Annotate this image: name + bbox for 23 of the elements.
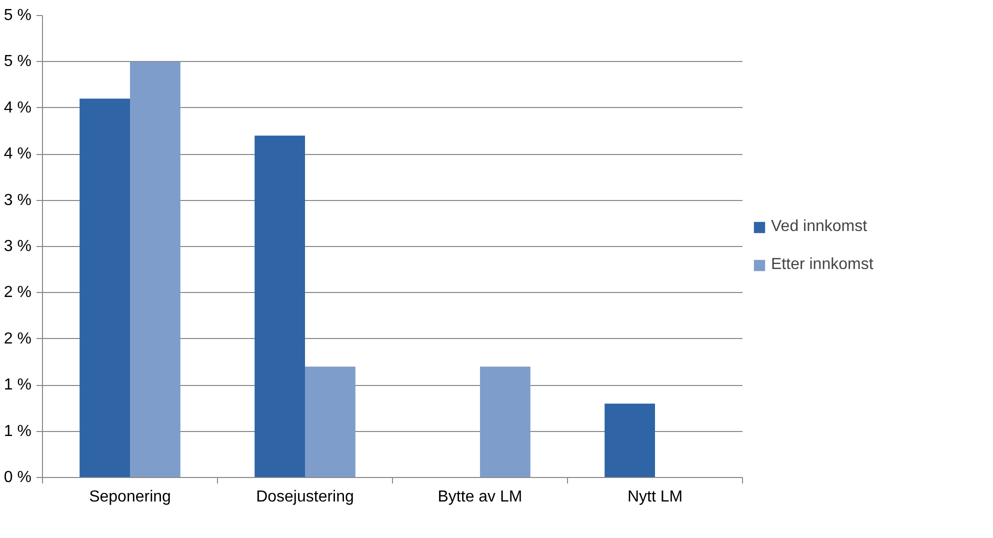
y-tick-label: 1 % [4,376,32,394]
y-tick-label: 5 % [4,53,32,70]
legend-label: Ved innkomst [771,218,868,236]
legend-label: Etter innkomst [771,256,874,274]
bar [80,98,130,478]
y-tick-label: 0 % [4,469,32,486]
bar [305,366,356,478]
y-tick-label: 1 % [4,422,32,440]
y-tick-label: 4 % [4,146,32,163]
x-tick-label: Seponering [89,488,171,506]
x-tick-label: Dosejustering [256,488,354,506]
bar [254,136,305,478]
y-tick-label: 3 % [4,192,32,209]
y-tick-label: 4 % [4,99,32,116]
bar [604,404,655,478]
x-tick-label: Nytt LM [627,488,683,506]
y-tick-label: 2 % [4,330,32,348]
bar [130,62,180,478]
y-tick-label: 5 % [4,7,32,24]
x-tick-label: Bytte av LM [438,488,522,506]
y-tick-label: 3 % [4,238,32,255]
bar [480,366,530,478]
y-tick-label: 2 % [4,284,32,302]
